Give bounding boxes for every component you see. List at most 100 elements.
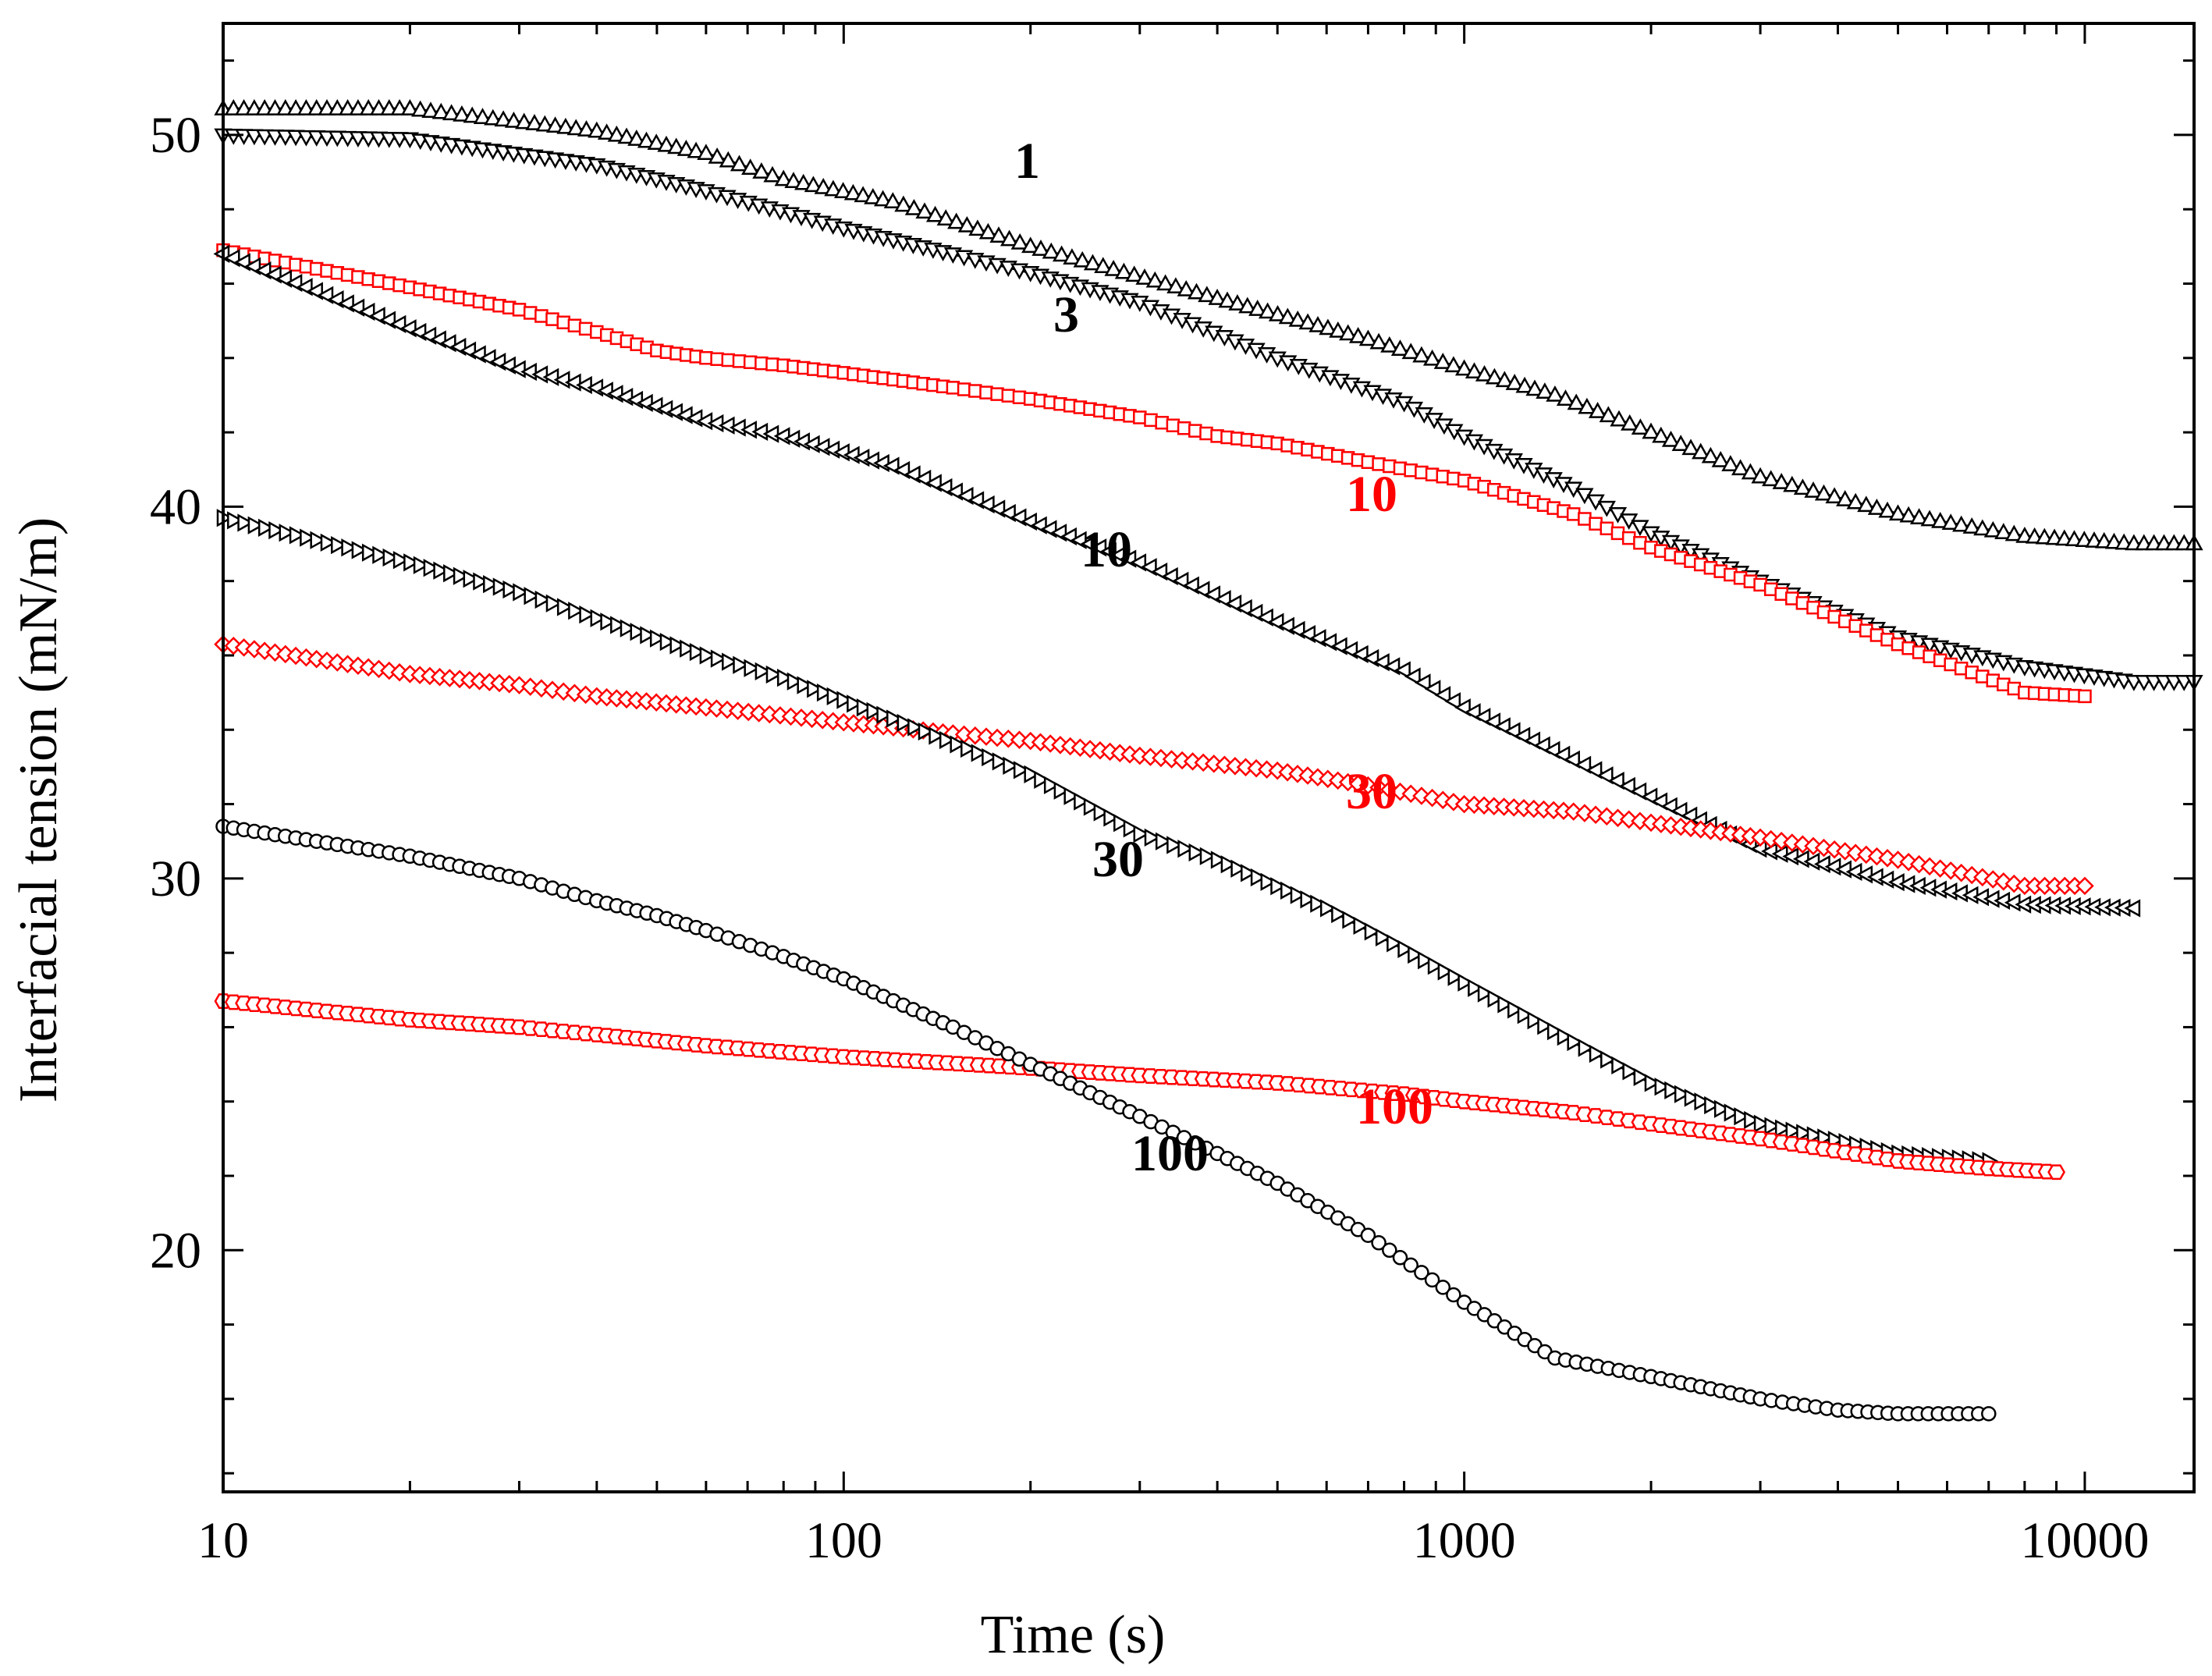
data-point bbox=[1114, 262, 1134, 279]
data-point bbox=[576, 375, 592, 395]
data-point bbox=[1435, 1280, 1451, 1295]
data-point bbox=[950, 735, 967, 754]
data-point bbox=[1586, 805, 1605, 824]
data-point bbox=[1536, 382, 1554, 399]
data-point bbox=[620, 619, 637, 637]
data-point bbox=[532, 679, 551, 698]
data-point bbox=[732, 354, 747, 368]
data-point bbox=[421, 101, 440, 119]
data-point bbox=[483, 574, 499, 594]
data-point bbox=[578, 321, 593, 336]
data-point bbox=[1246, 603, 1263, 623]
data-point bbox=[833, 182, 853, 198]
data-point bbox=[1342, 911, 1359, 929]
data-point bbox=[966, 726, 985, 745]
x-tick-label: 1000 bbox=[1413, 1512, 1516, 1569]
data-point bbox=[509, 360, 526, 378]
data-point bbox=[1199, 426, 1213, 441]
data-point bbox=[1408, 945, 1424, 964]
y-axis-title: Interfacial tension (mN/m) bbox=[9, 517, 69, 1103]
data-point bbox=[797, 676, 814, 694]
data-point bbox=[1204, 585, 1221, 604]
data-point bbox=[1704, 1095, 1720, 1115]
data-point bbox=[854, 186, 872, 203]
data-point bbox=[534, 590, 552, 609]
series-1 bbox=[214, 99, 2203, 551]
data-point bbox=[484, 108, 502, 126]
data-point bbox=[564, 373, 581, 392]
data-point bbox=[1093, 803, 1110, 822]
curve-label-10-black: 10 bbox=[1081, 521, 1132, 578]
data-point bbox=[1487, 989, 1504, 1008]
data-point bbox=[1214, 590, 1231, 609]
data-point bbox=[1210, 850, 1227, 869]
data-point bbox=[1546, 1021, 1564, 1041]
data-point bbox=[1155, 832, 1172, 850]
data-point bbox=[968, 219, 987, 236]
data-point bbox=[1010, 730, 1029, 749]
data-point bbox=[1133, 410, 1147, 424]
data-point bbox=[1878, 501, 1897, 518]
data-point bbox=[697, 144, 715, 161]
data-point bbox=[1021, 236, 1040, 254]
curve-label-3: 3 bbox=[1053, 286, 1079, 343]
data-point bbox=[567, 318, 582, 333]
data-point bbox=[556, 117, 575, 134]
data-point bbox=[617, 127, 636, 144]
data-point bbox=[1199, 847, 1216, 865]
data-point bbox=[247, 516, 265, 534]
data-point bbox=[722, 652, 738, 671]
data-point bbox=[1631, 418, 1650, 435]
data-point bbox=[989, 226, 1008, 243]
data-point bbox=[2078, 689, 2092, 704]
data-point bbox=[1585, 761, 1603, 779]
series-line bbox=[222, 248, 2086, 698]
data-point bbox=[1270, 877, 1287, 896]
data-point bbox=[1753, 1114, 1770, 1133]
data-point bbox=[1397, 939, 1415, 959]
data-point bbox=[1319, 899, 1337, 918]
data-point bbox=[1052, 245, 1071, 262]
y-tick-label: 20 bbox=[150, 1222, 201, 1279]
data-point bbox=[600, 613, 617, 631]
curve-label-100-red: 100 bbox=[1356, 1078, 1433, 1135]
data-point bbox=[1198, 286, 1216, 303]
data-point bbox=[1188, 424, 1202, 438]
data-point bbox=[763, 165, 782, 183]
data-point bbox=[1497, 995, 1514, 1014]
data-point bbox=[1610, 410, 1628, 427]
data-point bbox=[1386, 934, 1403, 953]
data-point bbox=[1981, 1406, 1997, 1422]
data-point bbox=[1329, 321, 1347, 338]
data-point bbox=[1403, 1257, 1418, 1273]
data-point bbox=[545, 594, 563, 613]
data-point bbox=[351, 541, 368, 559]
data-point bbox=[1013, 761, 1030, 779]
data-point bbox=[1793, 478, 1813, 495]
data-point bbox=[733, 655, 750, 674]
data-point bbox=[979, 385, 993, 399]
data-point bbox=[535, 115, 554, 132]
data-point bbox=[1238, 296, 1257, 314]
data-point bbox=[1764, 1117, 1781, 1135]
data-point bbox=[1804, 481, 1823, 498]
data-point bbox=[1721, 455, 1740, 471]
data-point bbox=[1220, 855, 1237, 874]
data-point bbox=[1661, 430, 1681, 447]
data-point bbox=[864, 187, 882, 204]
data-point bbox=[1692, 442, 1710, 460]
data-point bbox=[2004, 524, 2023, 542]
data-point bbox=[453, 105, 471, 122]
data-point bbox=[1024, 765, 1041, 784]
data-point bbox=[627, 130, 646, 146]
data-point bbox=[904, 198, 924, 215]
data-point bbox=[719, 151, 737, 168]
data-point bbox=[999, 229, 1019, 247]
data-point bbox=[1444, 692, 1461, 711]
data-point bbox=[237, 513, 254, 532]
data-point bbox=[1188, 843, 1205, 862]
data-point bbox=[897, 713, 914, 733]
data-point bbox=[372, 545, 389, 564]
data-point bbox=[1390, 782, 1410, 801]
